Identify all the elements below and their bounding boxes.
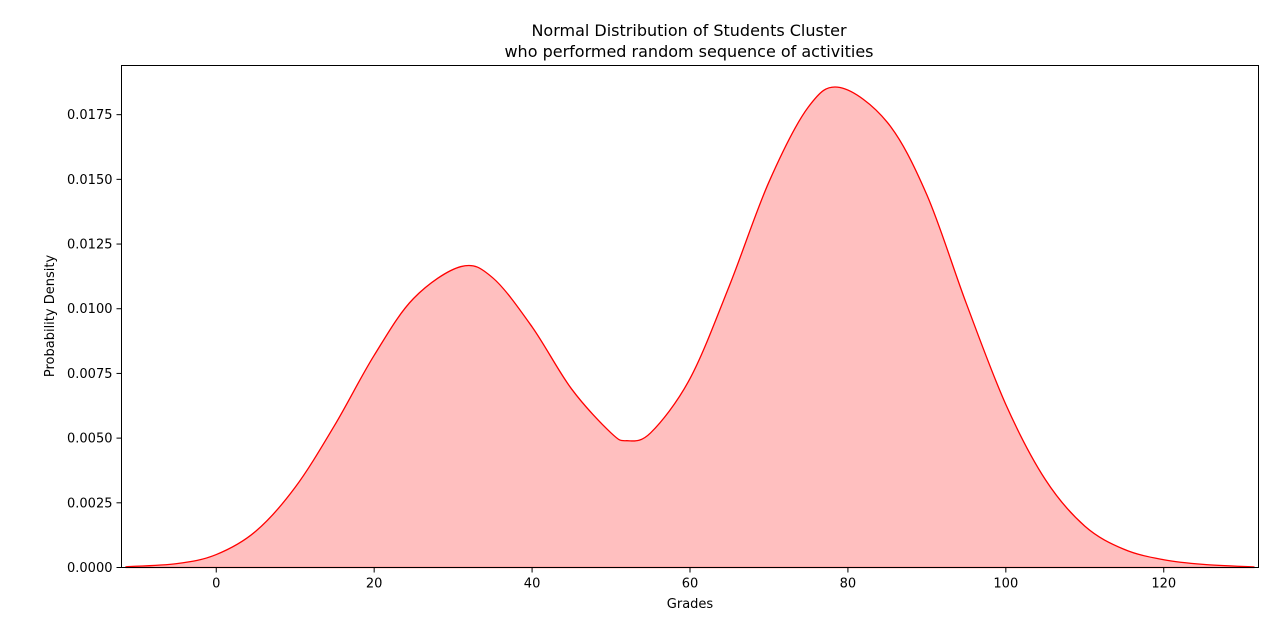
y-tick-label: 0.0000 [67, 561, 113, 576]
y-tick-label: 0.0050 [67, 432, 113, 447]
x-tick-label: 40 [524, 577, 541, 592]
plot-area [125, 86, 1255, 569]
y-tick-label: 0.0150 [67, 173, 113, 188]
y-tick-label: 0.0075 [67, 367, 113, 382]
x-axis-ticks: 0 20 40 60 80 100 120 [212, 567, 1176, 592]
density-curve-line [125, 86, 1255, 568]
y-tick-label: 0.0025 [67, 496, 113, 511]
y-tick-label: 0.0125 [67, 238, 113, 253]
y-tick-label: 0.0175 [67, 108, 113, 123]
x-tick-label: 120 [1151, 577, 1176, 592]
x-axis-label: Grades [667, 597, 714, 612]
chart-subtitle: who performed random sequence of activit… [504, 42, 873, 61]
y-axis-label: Probability Density [43, 255, 58, 378]
y-tick-label: 0.0100 [67, 302, 113, 317]
x-tick-label: 0 [212, 577, 220, 592]
chart-title: Normal Distribution of Students Cluster [531, 21, 847, 40]
x-tick-label: 100 [993, 577, 1018, 592]
y-axis-ticks: 0.0000 0.0025 0.0050 0.0075 0.0100 0.0125 0.01… [67, 108, 122, 576]
density-area-fill [125, 86, 1255, 568]
x-tick-label: 80 [840, 577, 857, 592]
x-tick-label: 60 [682, 577, 699, 592]
x-tick-label: 20 [366, 577, 383, 592]
